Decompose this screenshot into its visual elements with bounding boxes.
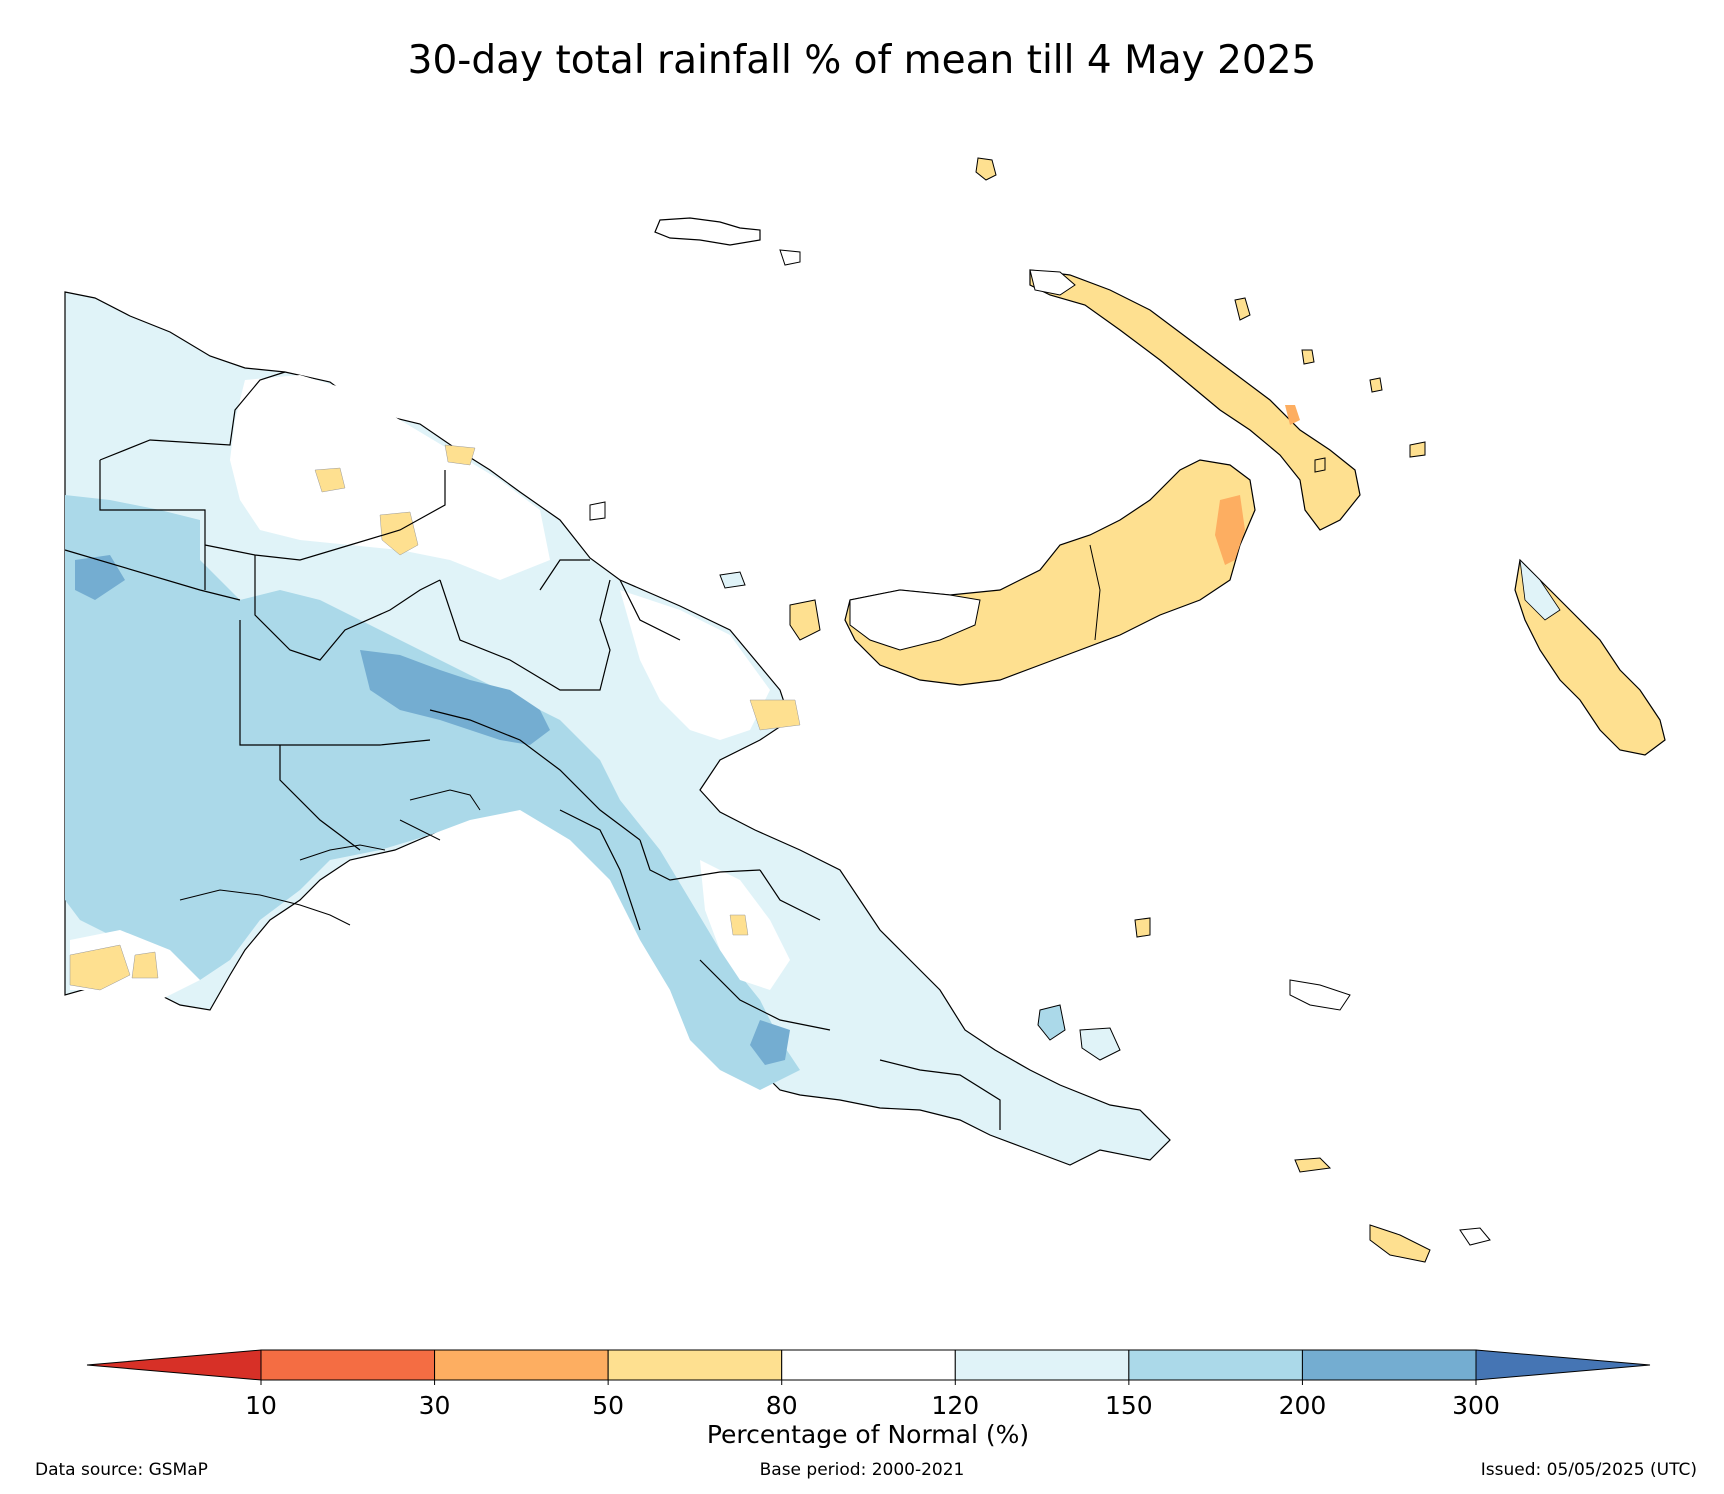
colorbar-cell xyxy=(1128,1349,1303,1381)
island-se3 xyxy=(1134,917,1151,938)
region-200-300-south xyxy=(750,1020,790,1065)
region-50-80-a xyxy=(314,467,346,493)
coastline-detail xyxy=(179,789,481,926)
region-80-120-north xyxy=(230,375,550,580)
island-se6 xyxy=(1459,1227,1491,1246)
island-se7 xyxy=(1289,979,1351,1011)
colorbar-cell xyxy=(434,1349,609,1381)
bougainville-white-north xyxy=(1519,558,1561,621)
map-title: 30-day total rainfall % of mean till 4 M… xyxy=(407,38,1317,83)
island-n1 xyxy=(975,157,997,181)
issued-note: Issued: 05/05/2025 (UTC) xyxy=(1480,1460,1697,1480)
island-se5 xyxy=(1369,1224,1431,1263)
colorbar-tick-label: 120 xyxy=(931,1391,979,1420)
region-50-80-c xyxy=(444,444,476,466)
island-n2 xyxy=(1301,349,1315,365)
colorbar-cells xyxy=(86,1349,1651,1381)
region-50-80-e xyxy=(69,944,131,991)
data-source-note: Data source: GSMaP xyxy=(35,1460,208,1480)
new-ireland-orange xyxy=(1285,405,1300,425)
island-n5 xyxy=(1369,377,1383,393)
colorbar-tick-label: 300 xyxy=(1452,1391,1500,1420)
island-n7 xyxy=(719,571,746,589)
island-n3 xyxy=(1234,297,1251,321)
base-period-note: Base period: 2000-2021 xyxy=(759,1460,965,1480)
island-n8 xyxy=(789,599,821,641)
region-50-80-d xyxy=(749,699,801,731)
island-n4 xyxy=(1409,441,1426,458)
new-britain-orange-core xyxy=(1215,495,1245,565)
colorbar-cell xyxy=(781,1349,956,1381)
region-50-80-g xyxy=(729,914,749,936)
colorbar-cell xyxy=(607,1349,783,1381)
manus-small-1 xyxy=(779,249,801,266)
region-50-80-f xyxy=(131,951,159,979)
colorbar-tick-label: 80 xyxy=(766,1391,798,1420)
colorbar-tick-label: 10 xyxy=(245,1391,277,1420)
colorbar-tick-label: 200 xyxy=(1279,1391,1327,1420)
colorbar-cell xyxy=(1301,1349,1477,1381)
colorbar-tick-label: 50 xyxy=(592,1391,624,1420)
new-ireland-island xyxy=(1029,269,1361,531)
island-n6 xyxy=(1314,457,1326,473)
province-boundaries xyxy=(64,371,1001,1130)
island-se4 xyxy=(1294,1157,1332,1173)
colorbar-label: Percentage of Normal (%) xyxy=(707,1420,1029,1449)
region-80-120-east xyxy=(620,590,770,740)
island-n9 xyxy=(589,501,606,521)
region-200-300-west xyxy=(75,555,125,600)
colorbar-cell-low-extension xyxy=(86,1349,262,1381)
region-200-300-central xyxy=(360,650,550,745)
new-britain-west-white xyxy=(849,589,981,651)
colorbar-tick-label: 30 xyxy=(419,1391,451,1420)
new-ireland-white-tip xyxy=(1029,269,1076,296)
colorbar-ticks: 10 30 50 80 120 150 200 300 xyxy=(245,1380,1500,1420)
colorbar-cell-high-extension xyxy=(1475,1349,1651,1381)
colorbar-tick-label: 150 xyxy=(1105,1391,1153,1420)
colorbar-cell xyxy=(954,1349,1130,1381)
colorbar-cell xyxy=(260,1349,436,1381)
island-se1 xyxy=(1037,1004,1066,1041)
island-se2 xyxy=(1079,1027,1121,1061)
manus-island xyxy=(654,217,761,246)
rainfall-map xyxy=(64,157,1666,1263)
new-britain-boundary xyxy=(1089,544,1101,641)
region-150-200-west xyxy=(65,495,800,1090)
